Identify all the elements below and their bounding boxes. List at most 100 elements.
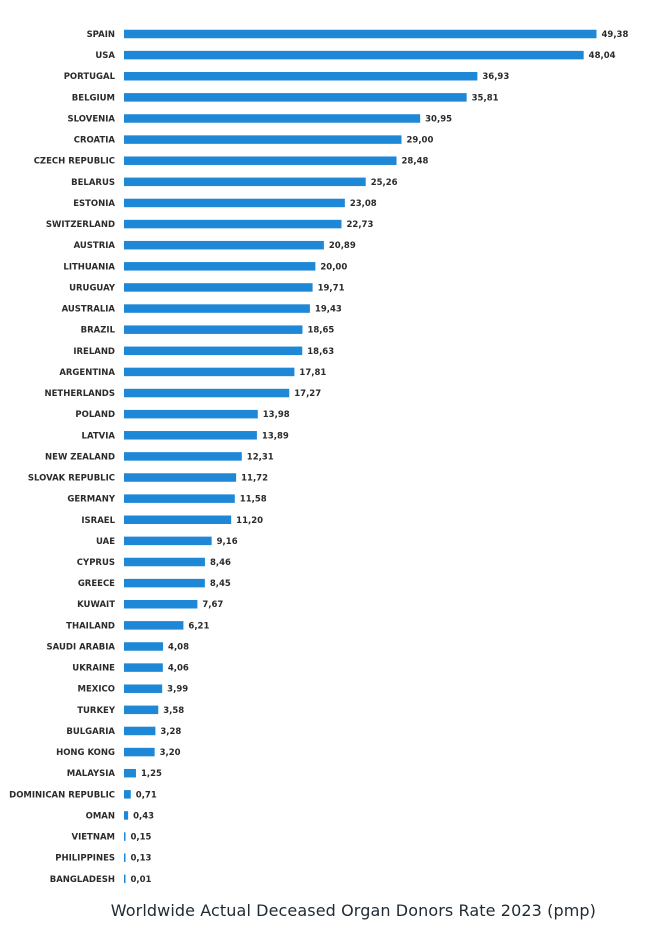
value-label-argentina: 17,81 bbox=[299, 368, 326, 378]
bar-new-zealand bbox=[124, 452, 242, 461]
bar-spain bbox=[124, 29, 597, 39]
value-label-hong-kong: 3,20 bbox=[160, 748, 181, 758]
value-label-turkey: 3,58 bbox=[163, 706, 184, 716]
value-label-belgium: 35,81 bbox=[472, 93, 499, 103]
value-label-mexico: 3,99 bbox=[167, 685, 188, 695]
value-label-germany: 11,58 bbox=[240, 495, 267, 505]
bar-uae bbox=[124, 536, 212, 546]
bar-latvia bbox=[124, 431, 257, 440]
bar-bulgaria bbox=[124, 726, 156, 736]
bar-dominican-republic bbox=[124, 790, 131, 799]
category-label-germany: GERMANY bbox=[67, 495, 115, 505]
value-label-philippines: 0,13 bbox=[131, 854, 152, 864]
bar-philippines bbox=[124, 853, 126, 862]
value-label-belarus: 25,26 bbox=[371, 178, 398, 188]
bar-uruguay bbox=[124, 283, 313, 292]
bar-poland bbox=[124, 409, 258, 419]
bar-croatia bbox=[124, 135, 402, 144]
bar-cyprus bbox=[124, 557, 205, 567]
category-label-usa: USA bbox=[95, 51, 115, 61]
category-label-estonia: ESTONIA bbox=[73, 199, 115, 209]
value-label-slovak-republic: 11,72 bbox=[241, 474, 268, 484]
category-label-saudi-arabia: SAUDI ARABIA bbox=[47, 642, 116, 652]
value-label-thailand: 6,21 bbox=[188, 621, 209, 631]
value-label-latvia: 13,89 bbox=[262, 431, 289, 441]
category-label-poland: POLAND bbox=[75, 410, 115, 420]
bar-austria bbox=[124, 240, 324, 250]
category-label-latvia: LATVIA bbox=[82, 431, 116, 441]
category-label-ukraine: UKRAINE bbox=[72, 664, 115, 674]
category-label-belarus: BELARUS bbox=[71, 178, 115, 188]
bar-malaysia bbox=[124, 768, 136, 778]
value-label-kuwait: 7,67 bbox=[202, 600, 223, 610]
category-label-austria: AUSTRIA bbox=[74, 241, 116, 251]
category-label-croatia: CROATIA bbox=[74, 136, 116, 146]
category-label-israel: ISRAEL bbox=[81, 516, 115, 526]
value-label-ireland: 18,63 bbox=[307, 347, 334, 357]
category-label-new-zealand: NEW ZEALAND bbox=[45, 452, 115, 462]
bars-layer bbox=[124, 29, 597, 884]
value-label-bangladesh: 0,01 bbox=[131, 875, 152, 885]
category-label-cyprus: CYPRUS bbox=[77, 558, 115, 568]
value-label-portugal: 36,93 bbox=[482, 72, 509, 82]
category-label-slovak-republic: SLOVAK REPUBLIC bbox=[28, 474, 115, 484]
value-label-uae: 9,16 bbox=[217, 537, 238, 547]
category-label-uae: UAE bbox=[96, 537, 115, 547]
category-label-australia: AUSTRALIA bbox=[62, 305, 116, 315]
value-label-cyprus: 8,46 bbox=[210, 558, 231, 568]
category-label-slovenia: SLOVENIA bbox=[68, 114, 116, 124]
category-label-greece: GREECE bbox=[78, 579, 115, 589]
value-label-dominican-republic: 0,71 bbox=[136, 790, 157, 800]
bar-argentina bbox=[124, 367, 295, 377]
value-label-usa: 48,04 bbox=[589, 51, 616, 61]
category-label-argentina: ARGENTINA bbox=[59, 368, 115, 378]
category-label-turkey: TURKEY bbox=[77, 706, 116, 716]
bar-ireland bbox=[124, 346, 303, 356]
bar-germany bbox=[124, 494, 235, 503]
value-label-ukraine: 4,06 bbox=[168, 664, 189, 674]
category-label-uruguay: URUGUAY bbox=[69, 283, 116, 293]
value-label-uruguay: 19,71 bbox=[318, 283, 345, 293]
bar-estonia bbox=[124, 198, 345, 208]
category-label-bangladesh: BANGLADESH bbox=[50, 875, 115, 885]
value-label-new-zealand: 12,31 bbox=[247, 452, 274, 462]
category-label-netherlands: NETHERLANDS bbox=[45, 389, 115, 399]
bar-lithuania bbox=[124, 262, 316, 271]
bar-turkey bbox=[124, 705, 159, 715]
value-label-estonia: 23,08 bbox=[350, 199, 377, 209]
category-labels: SPAIN USA PORTUGAL BELGIUM SLOVENIA CROATIA CZ… bbox=[9, 30, 116, 885]
bar-slovenia bbox=[124, 114, 421, 123]
category-label-kuwait: KUWAIT bbox=[77, 600, 115, 610]
category-label-bulgaria: BULGARIA bbox=[66, 727, 115, 737]
value-labels: 49,38 48,04 36,93 35,81 30,95 29,00 28,48 25,26… bbox=[131, 30, 629, 885]
value-label-lithuania: 20,00 bbox=[320, 262, 347, 272]
category-label-ireland: IRELAND bbox=[73, 347, 115, 357]
value-label-vietnam: 0,15 bbox=[131, 833, 152, 843]
value-label-slovenia: 30,95 bbox=[425, 114, 452, 124]
category-label-oman: OMAN bbox=[86, 811, 115, 821]
bar-oman bbox=[124, 811, 129, 820]
category-label-thailand: THAILAND bbox=[66, 621, 115, 631]
value-label-saudi-arabia: 4,08 bbox=[168, 642, 189, 652]
bar-slovak-republic bbox=[124, 473, 237, 482]
bar-ukraine bbox=[124, 663, 163, 672]
value-label-switzerland: 22,73 bbox=[347, 220, 374, 230]
bar-czech-republic bbox=[124, 156, 397, 165]
bar-belarus bbox=[124, 177, 366, 187]
category-label-malaysia: MALAYSIA bbox=[67, 769, 116, 779]
value-label-malaysia: 1,25 bbox=[141, 769, 162, 779]
category-label-czech-republic: CZECH REPUBLIC bbox=[34, 157, 115, 167]
value-label-spain: 49,38 bbox=[602, 30, 629, 40]
bar-netherlands bbox=[124, 388, 290, 398]
value-label-brazil: 18,65 bbox=[307, 326, 334, 336]
category-label-belgium: BELGIUM bbox=[72, 93, 115, 103]
category-label-dominican-republic: DOMINICAN REPUBLIC bbox=[9, 790, 115, 800]
category-label-lithuania: LITHUANIA bbox=[63, 262, 115, 272]
bar-saudi-arabia bbox=[124, 642, 164, 651]
bar-kuwait bbox=[124, 599, 198, 609]
category-label-vietnam: VIETNAM bbox=[72, 833, 116, 843]
category-label-switzerland: SWITZERLAND bbox=[46, 220, 115, 230]
value-label-oman: 0,43 bbox=[133, 811, 154, 821]
